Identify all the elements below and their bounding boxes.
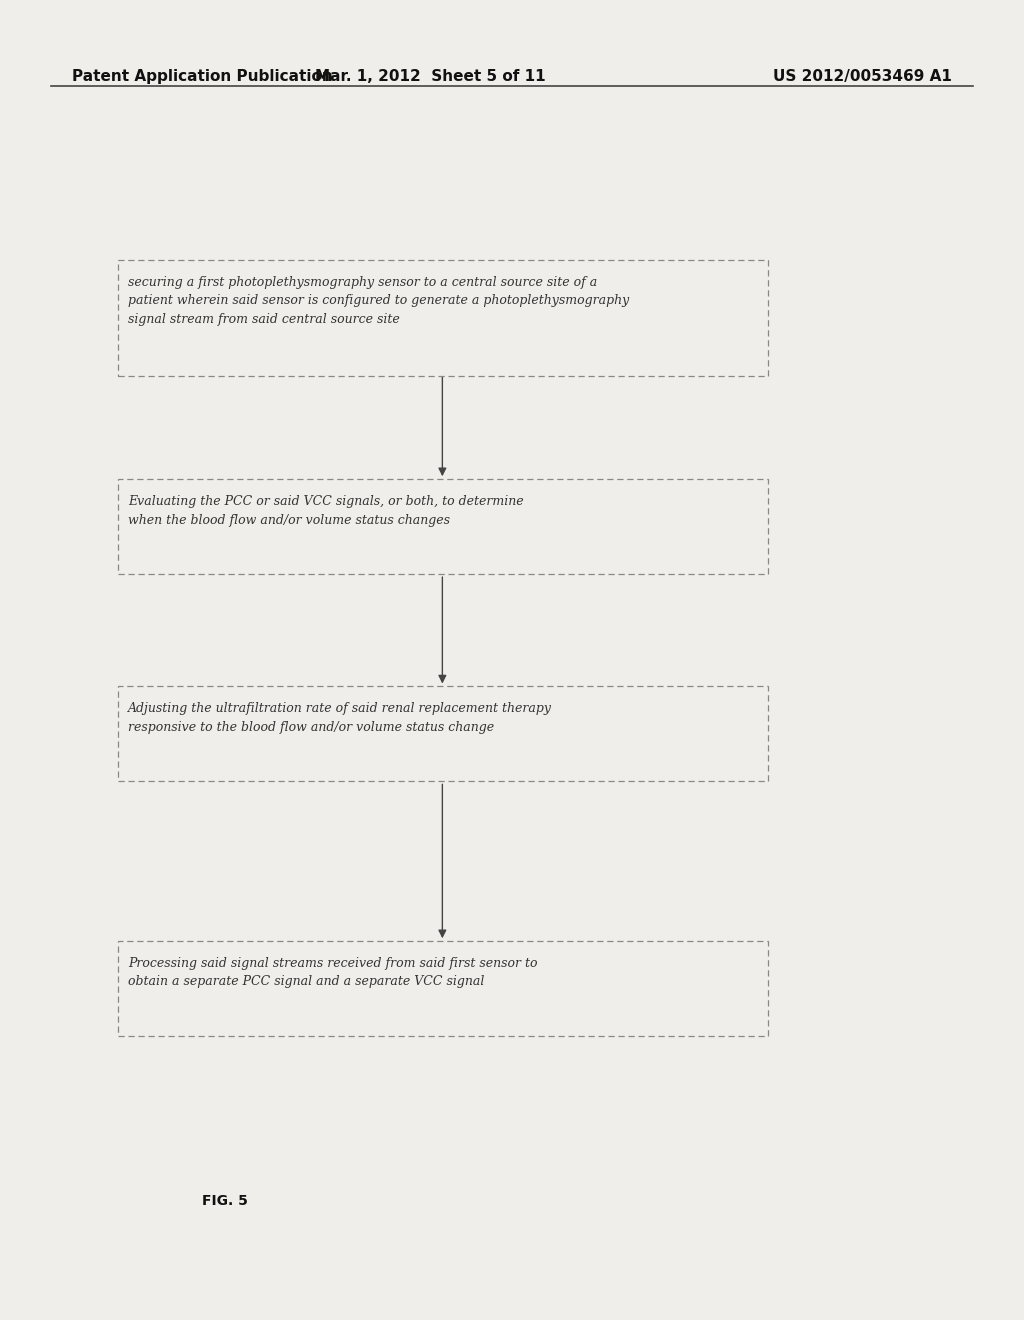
Text: Mar. 1, 2012  Sheet 5 of 11: Mar. 1, 2012 Sheet 5 of 11 [314, 69, 546, 84]
Text: securing a first photoplethysmography sensor to a central source site of a
patie: securing a first photoplethysmography se… [128, 276, 630, 326]
Text: Patent Application Publication: Patent Application Publication [72, 69, 333, 84]
Text: Evaluating the PCC or said VCC signals, or both, to determine
when the blood flo: Evaluating the PCC or said VCC signals, … [128, 495, 523, 527]
Text: Processing said signal streams received from said first sensor to
obtain a separ: Processing said signal streams received … [128, 957, 538, 989]
Text: FIG. 5: FIG. 5 [203, 1195, 248, 1208]
Text: Adjusting the ultrafiltration rate of said renal replacement therapy
responsive : Adjusting the ultrafiltration rate of sa… [128, 702, 552, 734]
Text: US 2012/0053469 A1: US 2012/0053469 A1 [773, 69, 952, 84]
